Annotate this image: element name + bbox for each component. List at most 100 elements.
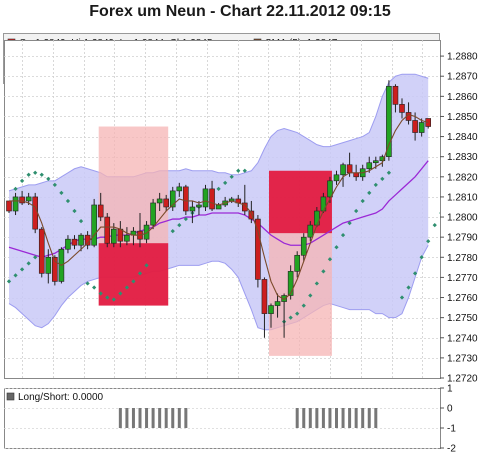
sar-point <box>308 293 313 298</box>
sar-point <box>13 186 18 192</box>
sar-point <box>131 279 136 284</box>
sar-point <box>295 311 300 316</box>
sar-point <box>19 178 25 183</box>
candle-bull <box>314 210 320 226</box>
long-short-bar <box>131 408 135 428</box>
sar-point <box>406 285 411 290</box>
candle-bull <box>150 202 156 226</box>
long-short-axis: 1 0 -1 -2 <box>440 384 456 455</box>
long-short-bar <box>125 408 129 428</box>
candle-bull <box>333 174 340 182</box>
long-short-bar <box>341 408 345 428</box>
candle-bull <box>196 204 202 208</box>
sar-point <box>242 168 247 173</box>
sar-point <box>216 186 221 192</box>
candle-bear <box>6 200 12 212</box>
candle-bull <box>294 254 301 272</box>
candle-bull <box>202 188 209 208</box>
sar-point <box>347 220 352 226</box>
y-tick-label: 1.2790 <box>447 233 478 244</box>
long-short-bar <box>171 408 175 428</box>
sar-point <box>236 168 241 173</box>
candle-bull <box>12 196 19 212</box>
long-short-bar <box>151 408 155 428</box>
sar-point <box>360 198 365 204</box>
sar-point <box>72 208 77 214</box>
sar-point <box>39 172 44 177</box>
long-short-tick-label: 1 <box>447 384 453 395</box>
candle-bull <box>45 256 52 274</box>
long-short-bar <box>158 408 162 428</box>
candle-bull <box>274 301 281 306</box>
candle-bull <box>91 204 97 246</box>
candle-bear <box>163 198 169 208</box>
long-short-bar <box>315 408 319 428</box>
candle-bear <box>392 85 399 105</box>
candle-bull <box>215 204 222 210</box>
long-short-bar <box>321 408 325 428</box>
candle-bear <box>412 120 418 133</box>
long-short-bar <box>348 408 352 428</box>
sar-point <box>354 208 359 214</box>
long-short-swatch <box>6 392 15 401</box>
candle-bear <box>19 196 25 204</box>
y-tick-label: 1.2810 <box>447 192 478 203</box>
y-tick-label: 1.2870 <box>447 72 478 83</box>
candle-bull <box>418 122 425 133</box>
candle-bull <box>386 85 392 157</box>
long-short-bar <box>164 408 168 428</box>
candle-bear <box>353 172 359 178</box>
candle-bear <box>38 228 45 274</box>
sar-point <box>78 218 84 224</box>
long-short-panel: Long/Short: 0.0000 <box>4 388 441 449</box>
candle-bull <box>307 224 314 238</box>
candle-bull <box>124 234 130 242</box>
candle-bear <box>183 186 189 212</box>
candle-bear <box>255 218 261 280</box>
candle-bear <box>346 164 353 174</box>
long-short-bar <box>335 408 338 428</box>
main-price-panel <box>4 40 441 379</box>
candle-bear <box>32 196 39 230</box>
candle-bear <box>242 202 248 212</box>
long-short-bar <box>361 408 365 428</box>
y-tick-label: 1.2840 <box>447 132 478 143</box>
y-tick-label: 1.2720 <box>447 374 478 385</box>
candle-bull <box>379 156 386 162</box>
sar-point <box>288 315 293 320</box>
y-tick-label: 1.2730 <box>447 353 478 364</box>
sar-point <box>314 281 319 286</box>
sar-point <box>46 176 51 181</box>
sar-point <box>65 198 71 204</box>
sar-point <box>137 271 143 276</box>
sar-point <box>223 180 228 185</box>
sar-point <box>334 245 339 250</box>
candle-bull <box>372 160 379 164</box>
candle-bull <box>25 196 32 202</box>
y-tick-label: 1.2850 <box>447 112 478 123</box>
bollinger-lower-line <box>8 244 429 331</box>
y-tick-label: 1.2830 <box>447 152 478 163</box>
long-short-bar <box>308 408 312 428</box>
y-tick-label: 1.2770 <box>447 273 478 284</box>
long-short-bar <box>295 408 299 428</box>
y-tick-label: 1.2760 <box>447 293 478 304</box>
candle-bull <box>176 186 183 192</box>
price-axis: 1.2720 1.2730 1.2740 1.2750 1.2760 1.2770 1.27… <box>440 52 478 385</box>
y-tick-label: 1.2780 <box>447 253 478 264</box>
candle-bull <box>65 238 71 250</box>
sar-point <box>327 257 333 262</box>
candle-bull <box>156 198 163 204</box>
candle-bear <box>52 256 58 282</box>
candle-bull <box>287 271 294 296</box>
sar-point <box>321 269 326 274</box>
sar-point <box>33 170 38 175</box>
candle-bear <box>209 188 215 210</box>
sar-point <box>340 233 346 238</box>
sar-point <box>52 182 57 187</box>
candle-bear <box>104 216 111 244</box>
sar-point <box>177 222 182 228</box>
y-tick-label: 1.2750 <box>447 313 478 324</box>
sar-point <box>59 190 64 196</box>
